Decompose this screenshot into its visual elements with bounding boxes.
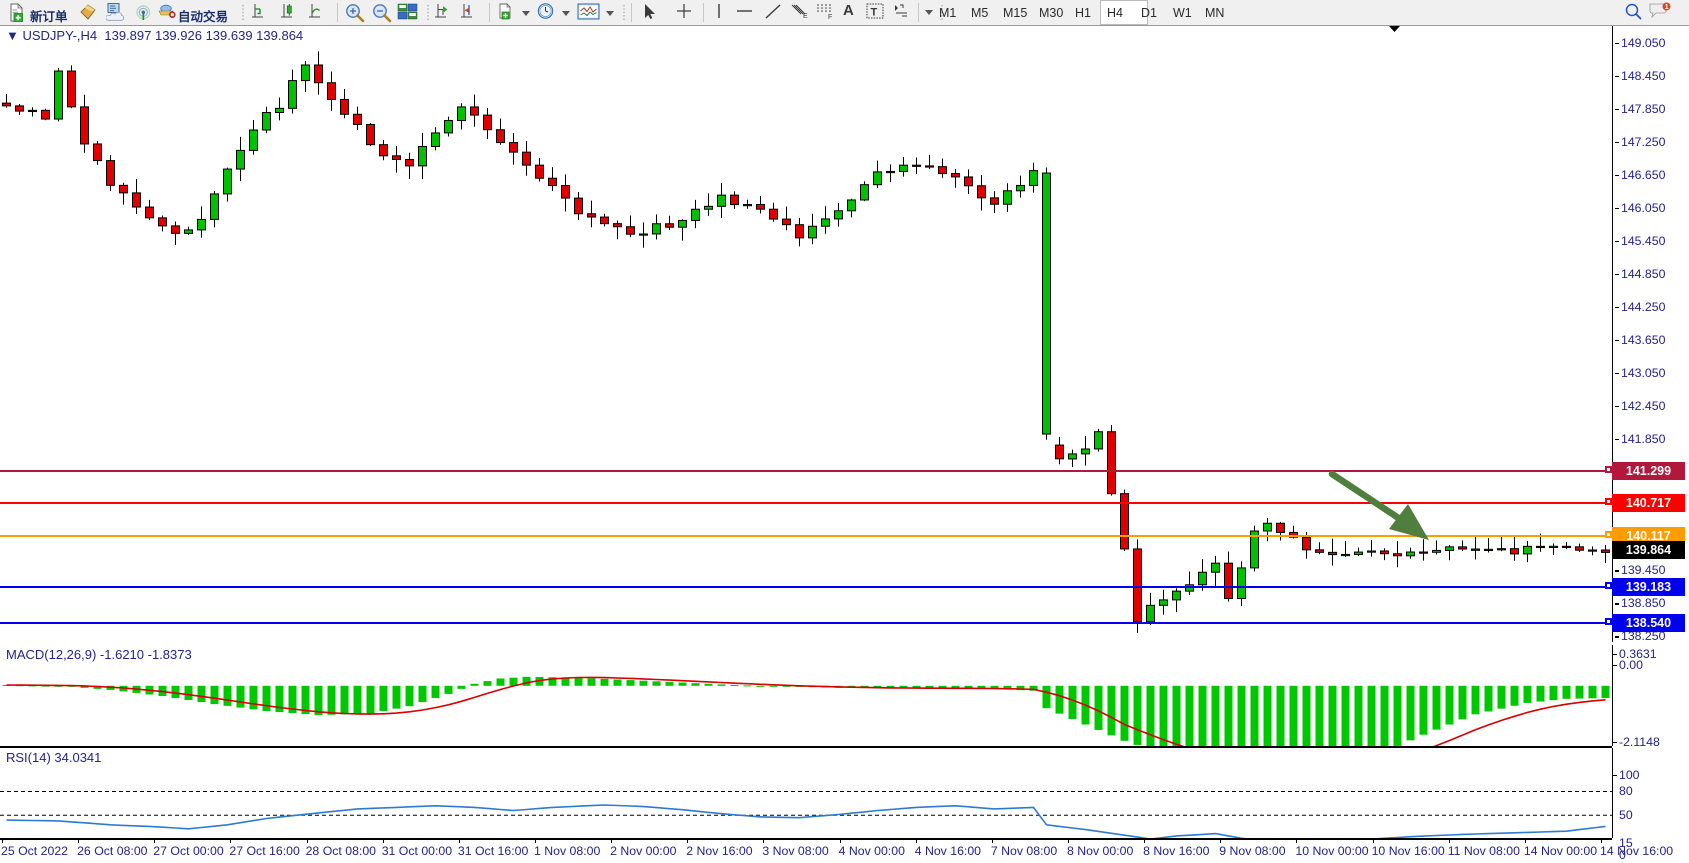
svg-text:E: E xyxy=(803,13,808,20)
svg-text:1: 1 xyxy=(1665,4,1669,11)
svg-text:F: F xyxy=(828,14,832,20)
svg-text:T: T xyxy=(871,7,878,19)
